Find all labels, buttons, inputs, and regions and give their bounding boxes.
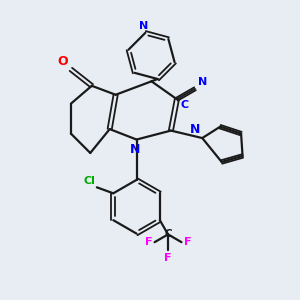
Text: F: F xyxy=(145,237,152,247)
Text: N: N xyxy=(130,143,140,156)
Text: C: C xyxy=(181,100,189,110)
Text: O: O xyxy=(57,55,68,68)
Text: N: N xyxy=(198,77,207,87)
Text: Cl: Cl xyxy=(83,176,95,186)
Text: N: N xyxy=(139,21,148,32)
Text: N: N xyxy=(190,123,200,136)
Text: C: C xyxy=(164,229,172,239)
Text: F: F xyxy=(184,237,191,247)
Text: F: F xyxy=(164,253,172,263)
